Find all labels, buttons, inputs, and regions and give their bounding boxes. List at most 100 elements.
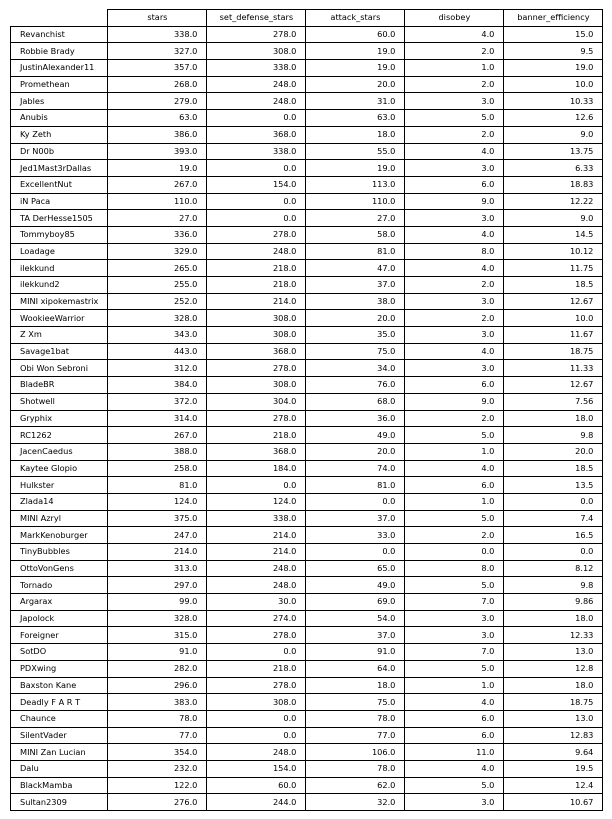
table-cell: 27.0 [107, 209, 208, 227]
table-cell: 248.0 [206, 743, 307, 761]
table-cell: 13.5 [503, 476, 604, 494]
table-cell: 278.0 [206, 676, 307, 695]
table-cell: 7.0 [404, 643, 505, 661]
table-cell: 267.0 [107, 426, 208, 444]
table-cell: 19.0 [503, 59, 604, 77]
row-label: Japolock [9, 609, 109, 628]
table-row: BladeBR 384.0 308.0 76.0 6.0 12.67 [9, 376, 604, 394]
row-label: Z Xm [9, 326, 109, 344]
table-row: Savage1bat 443.0 368.0 75.0 4.0 18.75 [9, 342, 604, 361]
row-label: Anubis [9, 109, 109, 127]
table-cell: 9.0 [404, 192, 505, 211]
table-cell: 279.0 [107, 92, 208, 111]
table-cell: 0.0 [206, 476, 307, 494]
table-cell: 18.75 [503, 342, 604, 361]
table-cell: 278.0 [206, 25, 307, 44]
table-cell: 33.0 [305, 526, 406, 544]
table-cell: 2.0 [404, 309, 505, 328]
row-label: ilekkund [9, 259, 109, 277]
table-cell: 296.0 [107, 676, 208, 695]
table-row: Sultan2309 276.0 244.0 32.0 3.0 10.67 [9, 793, 604, 811]
table-cell: 0.0 [503, 543, 604, 561]
table-cell: 6.33 [503, 159, 604, 177]
table-row: Robbie Brady 327.0 308.0 19.0 2.0 9.5 [9, 42, 604, 61]
table-row: TA DerHesse1505 27.0 0.0 27.0 3.0 9.0 [9, 209, 604, 227]
table-cell: 5.0 [404, 659, 505, 678]
row-label: Dr N00b [9, 142, 109, 161]
row-label: MINI xipokemastrix [9, 292, 109, 311]
table-row: Jed1Mast3rDallas 19.0 0.0 19.0 3.0 6.33 [9, 159, 604, 177]
table-row: Deadly F A R T 383.0 308.0 75.0 4.0 18.75 [9, 693, 604, 711]
row-label: ilekkund2 [9, 276, 109, 294]
table-cell: 18.83 [503, 175, 604, 194]
table-row: ilekkund2 255.0 218.0 37.0 2.0 18.5 [9, 276, 604, 294]
table-cell: 0.0 [206, 643, 307, 661]
table-cell: 278.0 [206, 359, 307, 378]
table-cell: 12.33 [503, 626, 604, 645]
table-cell: 1.0 [404, 59, 505, 77]
table-cell: 13.0 [503, 643, 604, 661]
table-cell: 3.0 [404, 292, 505, 311]
table-cell: 10.33 [503, 92, 604, 111]
table-row: Z Xm 343.0 308.0 35.0 3.0 11.67 [9, 326, 604, 344]
table-cell: 336.0 [107, 225, 208, 244]
row-label: Sultan2309 [9, 793, 109, 811]
table-cell: 75.0 [305, 342, 406, 361]
table-cell: 0.0 [503, 492, 604, 511]
table-cell: 62.0 [305, 776, 406, 795]
row-label: ExcellentNut [9, 175, 109, 194]
row-label: MINI Zan Lucian [9, 743, 109, 761]
row-label: Dalu [9, 759, 109, 778]
table-cell: 12.4 [503, 776, 604, 795]
table-cell: 11.67 [503, 326, 604, 344]
table-cell: 12.8 [503, 659, 604, 678]
table-cell: 0.0 [305, 492, 406, 511]
row-label: Jed1Mast3rDallas [9, 159, 109, 177]
table-cell: 6.0 [404, 175, 505, 194]
table-cell: 81.0 [107, 476, 208, 494]
table-cell: 368.0 [206, 442, 307, 461]
table-cell: 278.0 [206, 626, 307, 645]
table-cell: 248.0 [206, 75, 307, 94]
row-label: iN Paca [9, 192, 109, 211]
table-cell: 8.0 [404, 559, 505, 578]
table-cell: 91.0 [107, 643, 208, 661]
row-label: TA DerHesse1505 [9, 209, 109, 227]
row-label: JustinAlexander11 [9, 59, 109, 77]
table-cell: 19.0 [305, 159, 406, 177]
table-cell: 58.0 [305, 225, 406, 244]
table-cell: 248.0 [206, 92, 307, 111]
table-cell: 124.0 [206, 492, 307, 511]
table-cell: 308.0 [206, 42, 307, 61]
table-cell: 19.5 [503, 759, 604, 778]
table-row: Ky Zeth 386.0 368.0 18.0 2.0 9.0 [9, 125, 604, 144]
table-cell: 113.0 [305, 175, 406, 194]
table-cell: 65.0 [305, 559, 406, 578]
table-row: Shotwell 372.0 304.0 68.0 9.0 7.56 [9, 392, 604, 411]
table-row: Argarax 99.0 30.0 69.0 7.0 9.86 [9, 593, 604, 611]
table-cell: 314.0 [107, 409, 208, 428]
table-cell: 60.0 [206, 776, 307, 795]
table-cell: 244.0 [206, 793, 307, 811]
table-cell: 338.0 [206, 509, 307, 528]
table-cell: 11.33 [503, 359, 604, 378]
row-label: WookieeWarrior [9, 309, 109, 328]
table-cell: 37.0 [305, 276, 406, 294]
table-cell: 37.0 [305, 626, 406, 645]
table-cell: 357.0 [107, 59, 208, 77]
table-row: MarkKenoburger 247.0 214.0 33.0 2.0 16.5 [9, 526, 604, 544]
table-cell: 9.86 [503, 593, 604, 611]
table-cell: 6.0 [404, 709, 505, 728]
table-cell: 12.6 [503, 109, 604, 127]
table-cell: 5.0 [404, 576, 505, 595]
table-cell: 76.0 [305, 376, 406, 394]
table-cell: 54.0 [305, 609, 406, 628]
table-cell: 12.67 [503, 292, 604, 311]
table-cell: 443.0 [107, 342, 208, 361]
table-cell: 122.0 [107, 776, 208, 795]
table-cell: 393.0 [107, 142, 208, 161]
table-cell: 6.0 [404, 476, 505, 494]
table-cell: 312.0 [107, 359, 208, 378]
table-cell: 386.0 [107, 125, 208, 144]
row-label: Obi Won Sebroni [9, 359, 109, 378]
